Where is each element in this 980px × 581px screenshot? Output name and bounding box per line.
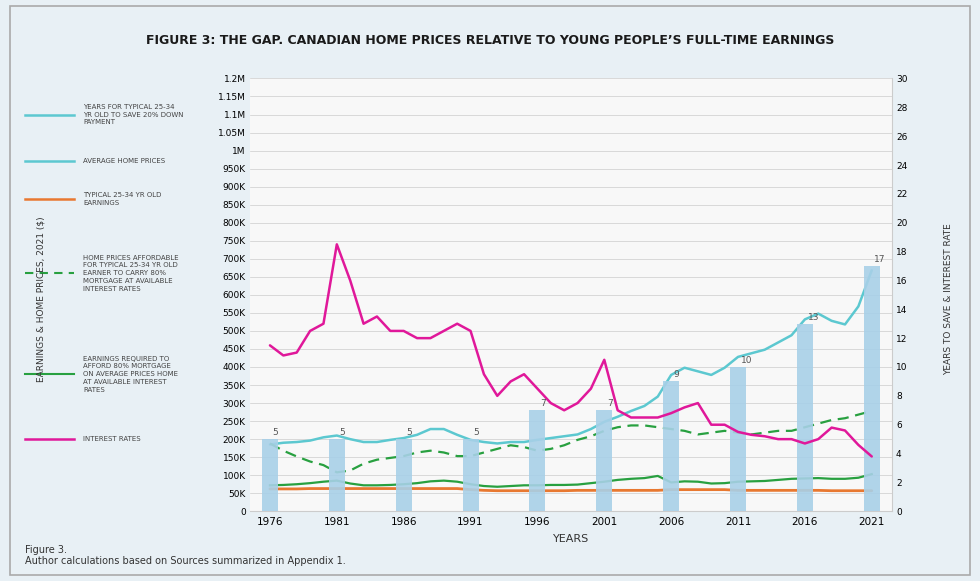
Bar xyxy=(529,410,546,511)
Text: 7: 7 xyxy=(540,399,546,408)
Text: EARNINGS REQUIRED TO
AFFORD 80% MORTGAGE
ON AVERAGE PRICES HOME
AT AVAILABLE INT: EARNINGS REQUIRED TO AFFORD 80% MORTGAGE… xyxy=(83,356,178,393)
Bar xyxy=(396,439,412,511)
Text: AVERAGE HOME PRICES: AVERAGE HOME PRICES xyxy=(83,159,166,164)
Bar xyxy=(663,381,679,511)
Text: Figure 3.
Author calculations based on Sources summarized in Appendix 1.: Figure 3. Author calculations based on S… xyxy=(24,545,345,566)
Text: 5: 5 xyxy=(473,428,479,437)
Text: FIGURE 3: THE GAP. CANADIAN HOME PRICES RELATIVE TO YOUNG PEOPLE’S FULL-TIME EAR: FIGURE 3: THE GAP. CANADIAN HOME PRICES … xyxy=(146,34,834,47)
Text: EARNINGS & HOME PRICES, 2021 ($): EARNINGS & HOME PRICES, 2021 ($) xyxy=(36,216,46,382)
Text: YEARS TO SAVE & INTEREST RATE: YEARS TO SAVE & INTEREST RATE xyxy=(944,223,954,375)
Bar xyxy=(262,439,278,511)
X-axis label: YEARS: YEARS xyxy=(553,534,589,544)
Bar xyxy=(730,367,746,511)
Bar xyxy=(863,266,880,511)
Text: 9: 9 xyxy=(674,370,679,379)
Text: 17: 17 xyxy=(874,255,886,264)
Text: 5: 5 xyxy=(339,428,345,437)
Text: HOME PRICES AFFORDABLE
FOR TYPICAL 25-34 YR OLD
EARNER TO CARRY 80%
MORTGAGE AT : HOME PRICES AFFORDABLE FOR TYPICAL 25-34… xyxy=(83,254,179,292)
Bar xyxy=(596,410,612,511)
Bar xyxy=(797,324,812,511)
Text: 13: 13 xyxy=(808,313,819,321)
Text: 7: 7 xyxy=(607,399,612,408)
Text: YEARS FOR TYPICAL 25-34
YR OLD TO SAVE 20% DOWN
PAYMENT: YEARS FOR TYPICAL 25-34 YR OLD TO SAVE 2… xyxy=(83,104,184,125)
Text: 10: 10 xyxy=(741,356,753,365)
Text: 5: 5 xyxy=(407,428,413,437)
Text: TYPICAL 25-34 YR OLD
EARNINGS: TYPICAL 25-34 YR OLD EARNINGS xyxy=(83,192,162,206)
Text: 5: 5 xyxy=(272,428,278,437)
Bar xyxy=(463,439,478,511)
Bar xyxy=(329,439,345,511)
Text: INTEREST RATES: INTEREST RATES xyxy=(83,436,141,442)
